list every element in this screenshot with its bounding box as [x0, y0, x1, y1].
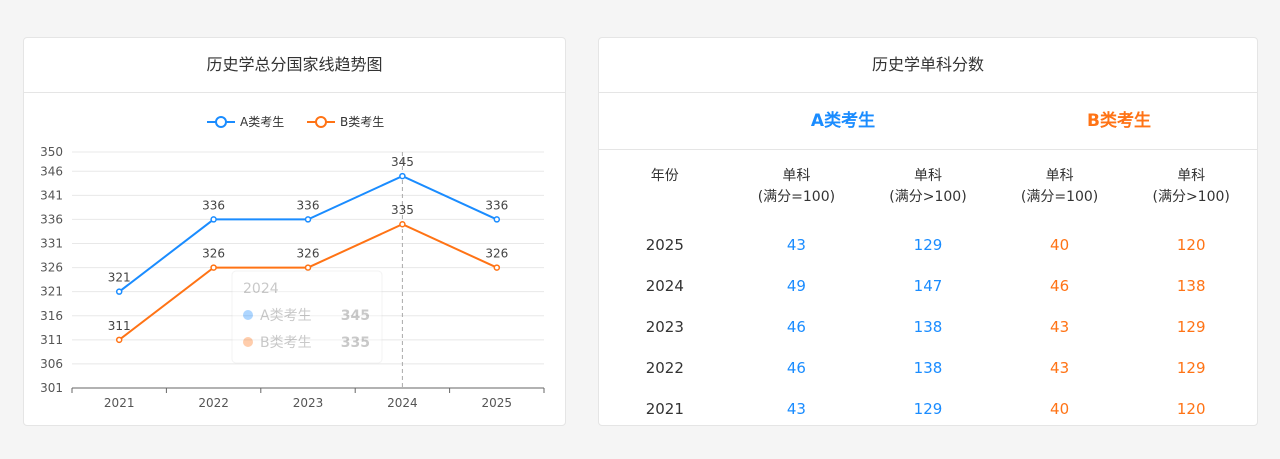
header-a-single-100: 单科 (满分=100) — [757, 168, 836, 205]
data-point[interactable] — [210, 264, 217, 271]
group-b-label: B类考生 — [1087, 111, 1151, 131]
group-header-row: A类考生 B类考生 — [599, 93, 1257, 150]
cell-a-over: 129 — [913, 235, 943, 254]
cell-year: 2025 — [645, 235, 684, 254]
tooltip-series-value: 335 — [341, 335, 370, 351]
y-tick-label: 316 — [40, 309, 63, 323]
x-tick-label: 2025 — [482, 396, 513, 410]
cell-year: 2021 — [645, 400, 684, 419]
tooltip-series-name: B类考生 — [260, 335, 312, 351]
data-point[interactable] — [304, 216, 312, 223]
group-a-label: A类考生 — [810, 111, 876, 131]
cell-year: 2024 — [645, 276, 684, 295]
y-tick-label: 306 — [40, 357, 63, 371]
y-tick-label: 321 — [40, 285, 63, 299]
cell-b-over: 129 — [1176, 317, 1206, 336]
y-tick-label: 336 — [40, 212, 63, 226]
data-point[interactable] — [399, 172, 406, 180]
cell-b-100: 43 — [1050, 317, 1070, 336]
data-point[interactable] — [210, 216, 217, 223]
table-row: 2023 46 138 43 129 — [599, 306, 1257, 347]
data-label: 336 — [202, 198, 225, 212]
data-point[interactable] — [493, 264, 501, 271]
x-tick-label: 2024 — [387, 396, 418, 410]
x-tick-label: 2021 — [104, 396, 135, 410]
data-point[interactable] — [493, 216, 501, 223]
tooltip-marker-icon — [243, 337, 253, 347]
cell-a-over: 138 — [913, 359, 943, 378]
chart-title: 历史学总分国家线趋势图 — [24, 38, 565, 93]
data-label: 326 — [202, 247, 225, 261]
legend-marker-icon[interactable] — [215, 116, 227, 128]
table-row: 2021 43 129 40 120 — [599, 389, 1257, 425]
table-row: 2022 46 138 43 129 — [599, 348, 1257, 389]
cell-a-100: 46 — [786, 317, 806, 336]
tooltip-box — [231, 270, 383, 364]
header-b-single-100: 单科 (满分=100) — [1020, 168, 1099, 205]
data-point[interactable] — [304, 264, 312, 271]
table-row: 2024 49 147 46 138 — [599, 265, 1257, 306]
header-year: 年份 — [650, 168, 679, 184]
cell-b-100: 40 — [1050, 400, 1070, 419]
y-tick-label: 350 — [40, 145, 63, 159]
cell-a-over: 147 — [913, 276, 943, 295]
data-label: 336 — [297, 198, 320, 212]
cell-b-over: 120 — [1176, 400, 1206, 419]
y-tick-label: 341 — [40, 188, 63, 202]
cell-a-100: 49 — [786, 276, 806, 295]
data-label: 321 — [108, 271, 131, 285]
trend-line-chart[interactable]: A类考生 B类考生 301 306 311 316 321 326 331 336 341 346 35… — [24, 93, 565, 426]
tooltip-marker-icon — [243, 310, 253, 320]
subject-scores-card: 历史学单科分数 A类考生 B类考生 年份 单科 (满分=100) 单科 (满分>10… — [598, 37, 1258, 426]
data-label: 326 — [485, 247, 508, 261]
x-tick-label: 2022 — [198, 396, 229, 410]
cell-a-100: 46 — [786, 359, 806, 378]
cell-a-over: 129 — [913, 400, 943, 419]
y-tick-label: 301 — [40, 381, 63, 395]
y-tick-label: 346 — [40, 164, 63, 178]
cell-a-100: 43 — [786, 400, 806, 419]
cell-b-over: 138 — [1176, 276, 1206, 295]
data-point[interactable] — [399, 220, 406, 228]
cell-year: 2022 — [645, 359, 684, 378]
trend-chart-card: 历史学总分国家线趋势图 A类考生 B类考生 301 306 311 316 321 326 33… — [23, 37, 566, 426]
data-point[interactable] — [115, 288, 123, 295]
cell-year: 2023 — [645, 317, 684, 336]
data-label: 345 — [391, 155, 414, 169]
y-tick-label: 331 — [40, 237, 63, 251]
y-tick-label: 311 — [40, 333, 63, 347]
cell-a-over: 138 — [913, 317, 943, 336]
cell-a-100: 43 — [786, 235, 806, 254]
table-header-row: 年份 单科 (满分=100) 单科 (满分>100) 单科 (满分=100) 单科 (满… — [599, 150, 1257, 224]
table-title: 历史学单科分数 — [599, 38, 1257, 93]
cell-b-100: 43 — [1050, 359, 1070, 378]
data-label: 311 — [108, 319, 131, 333]
chart-tooltip: 2024 A类考生 345 B类考生 335 — [231, 270, 383, 364]
tooltip-series-name: A类考生 — [260, 308, 312, 324]
scores-table: 年份 单科 (满分=100) 单科 (满分>100) 单科 (满分=100) 单科 (满… — [599, 150, 1257, 425]
tooltip-series-value: 345 — [341, 308, 370, 324]
data-label: 326 — [297, 247, 320, 261]
legend-marker-icon[interactable] — [315, 116, 327, 128]
y-tick-label: 326 — [40, 261, 63, 275]
tooltip-category: 2024 — [243, 281, 279, 297]
data-label: 336 — [485, 198, 508, 212]
header-a-single-over100: 单科 (满分>100) — [889, 168, 967, 205]
data-label: 335 — [391, 203, 414, 217]
header-b-single-over100: 单科 (满分>100) — [1152, 168, 1230, 205]
cell-b-100: 40 — [1050, 235, 1070, 254]
cell-b-100: 46 — [1050, 276, 1070, 295]
x-tick-label: 2023 — [293, 396, 324, 410]
table-row: 2025 43 129 40 120 — [599, 224, 1257, 265]
cell-b-over: 129 — [1176, 359, 1206, 378]
data-point[interactable] — [115, 336, 123, 344]
legend-label: A类考生 — [240, 115, 284, 129]
cell-b-over: 120 — [1176, 235, 1206, 254]
legend-label: B类考生 — [340, 115, 384, 129]
